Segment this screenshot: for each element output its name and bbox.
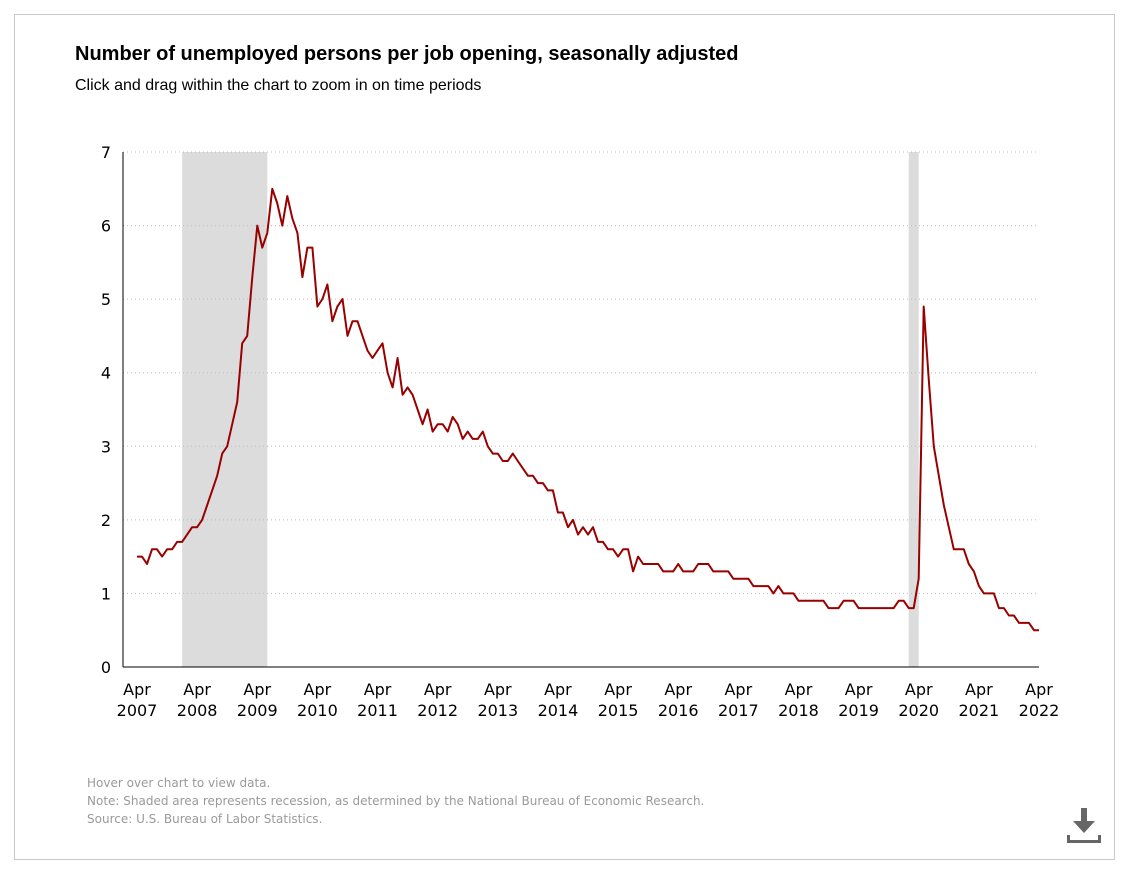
x-tick-year: 2013 bbox=[477, 701, 518, 720]
x-tick-month: Apr bbox=[484, 680, 512, 699]
recession-band-0 bbox=[182, 152, 268, 667]
y-tick-label: 4 bbox=[101, 364, 111, 383]
series-line-0[interactable] bbox=[137, 187, 1039, 632]
x-tick-month: Apr bbox=[304, 680, 332, 699]
x-tick-year: 2017 bbox=[718, 701, 759, 720]
x-tick-year: 2008 bbox=[177, 701, 218, 720]
recession-note: Note: Shaded area represents recession, … bbox=[87, 794, 705, 808]
x-axis-labels: Apr 2007 Apr 2008 Apr 2009 Apr 2010 Apr 2011 Apr 20… bbox=[117, 680, 1060, 720]
y-tick-label: 1 bbox=[101, 584, 111, 603]
y-axis-labels: 0 1 2 3 4 5 6 7 bbox=[101, 143, 111, 677]
chart-notes: Hover over chart to view data. Note: Sha… bbox=[87, 774, 704, 828]
y-tick-label: 2 bbox=[101, 511, 111, 530]
x-tick-year: 2019 bbox=[838, 701, 879, 720]
x-tick-month: Apr bbox=[183, 680, 211, 699]
x-tick-month: Apr bbox=[1025, 680, 1053, 699]
x-tick-year: 2009 bbox=[237, 701, 278, 720]
x-tick-month: Apr bbox=[724, 680, 752, 699]
y-tick-label: 0 bbox=[101, 658, 111, 677]
x-tick-month: Apr bbox=[123, 680, 151, 699]
x-tick-month: Apr bbox=[785, 680, 813, 699]
x-tick-year: 2020 bbox=[898, 701, 939, 720]
x-tick-month: Apr bbox=[905, 680, 933, 699]
y-tick-label: 5 bbox=[101, 290, 111, 309]
x-tick-month: Apr bbox=[965, 680, 993, 699]
x-tick-year: 2011 bbox=[357, 701, 398, 720]
y-tick-label: 3 bbox=[101, 437, 111, 456]
chart-title: Number of unemployed persons per job ope… bbox=[75, 43, 739, 65]
chart-subtitle: Click and drag within the chart to zoom … bbox=[75, 77, 482, 94]
x-tick-month: Apr bbox=[664, 680, 692, 699]
source-note: Source: U.S. Bureau of Labor Statistics. bbox=[87, 812, 323, 826]
x-tick-year: 2015 bbox=[598, 701, 639, 720]
x-tick-month: Apr bbox=[243, 680, 271, 699]
x-tick-month: Apr bbox=[845, 680, 873, 699]
x-tick-month: Apr bbox=[604, 680, 632, 699]
axes bbox=[122, 152, 1039, 668]
x-tick-year: 2018 bbox=[778, 701, 819, 720]
x-tick-year: 2014 bbox=[538, 701, 579, 720]
download-icon bbox=[1067, 808, 1101, 843]
x-tick-month: Apr bbox=[424, 680, 452, 699]
recession-band-1 bbox=[908, 152, 919, 667]
y-tick-label: 7 bbox=[101, 143, 111, 162]
download-button[interactable] bbox=[1066, 808, 1102, 848]
x-tick-year: 2007 bbox=[117, 701, 158, 720]
x-tick-year: 2022 bbox=[1019, 701, 1060, 720]
x-tick-year: 2012 bbox=[417, 701, 458, 720]
y-tick-label: 6 bbox=[101, 217, 111, 236]
x-tick-month: Apr bbox=[364, 680, 392, 699]
x-tick-month: Apr bbox=[544, 680, 572, 699]
x-tick-year: 2010 bbox=[297, 701, 338, 720]
series-group bbox=[137, 187, 1039, 632]
hover-note: Hover over chart to view data. bbox=[87, 776, 271, 790]
recession-bands bbox=[182, 152, 919, 667]
gridlines bbox=[123, 151, 1039, 594]
x-tick-year: 2021 bbox=[959, 701, 1000, 720]
x-tick-year: 2016 bbox=[658, 701, 699, 720]
